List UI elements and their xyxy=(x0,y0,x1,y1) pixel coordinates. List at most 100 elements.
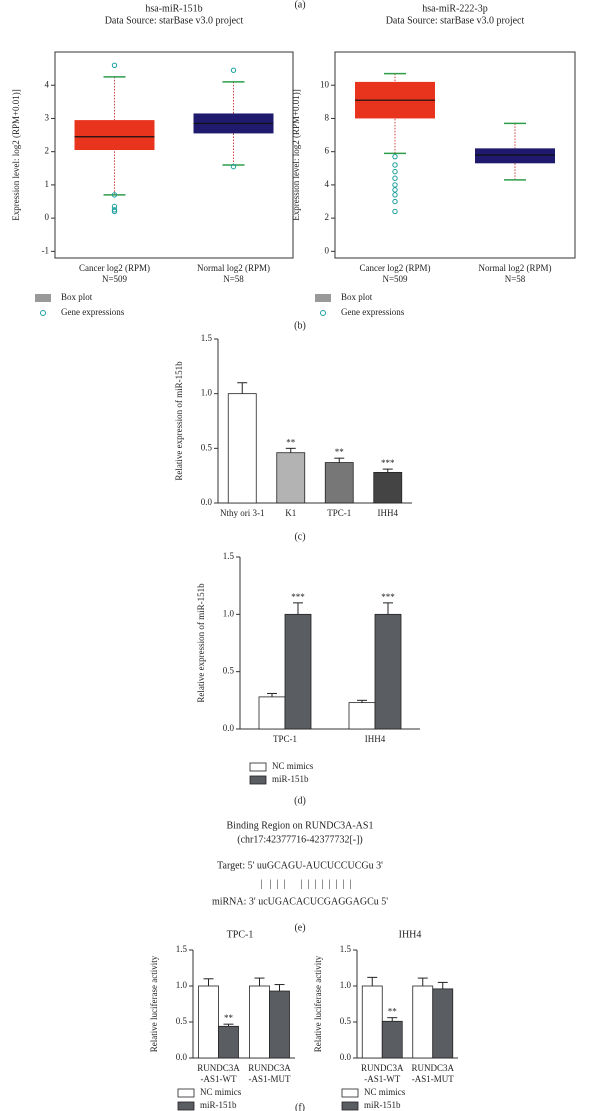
y-tick-label: 1.0 xyxy=(201,388,213,398)
chart-title: TPC-1 xyxy=(227,929,254,940)
legend-swatch xyxy=(341,1101,359,1111)
y-tick-label: 0.5 xyxy=(176,1016,188,1026)
caption: (b) xyxy=(294,320,306,331)
outlier xyxy=(392,175,398,181)
y-axis-label: Relative expression of miR-151b xyxy=(196,583,206,703)
y-axis-label: Relative expression of miR-151b xyxy=(174,361,184,481)
y-tick-label: -1 xyxy=(42,245,50,255)
x-tick-label: Normal log2 (RPM) xyxy=(479,263,552,273)
x-tick-label: RUNDC3A xyxy=(248,1063,291,1073)
significance: ** xyxy=(224,1013,234,1023)
legend-swatch xyxy=(315,294,331,302)
box xyxy=(475,148,555,164)
legend-label: NC mimics xyxy=(272,761,314,771)
y-tick-label: 3 xyxy=(45,113,50,123)
y-axis-label: Expression level: log2 (RPM+0.01)] xyxy=(11,89,21,221)
y-tick-label: 1.5 xyxy=(340,944,352,954)
y-tick-label: 2 xyxy=(45,146,50,156)
y-tick-label: 0 xyxy=(45,212,50,222)
x-tick-label: IHH4 xyxy=(378,508,399,518)
x-tick-label: N=58 xyxy=(223,274,244,284)
x-tick-label: Normal log2 (RPM) xyxy=(197,263,270,273)
y-axis-label: Relative luciferase activity xyxy=(149,955,159,1052)
x-tick-label: -AS1-WT xyxy=(201,1074,237,1084)
bar xyxy=(373,471,403,504)
x-tick-label: IHH4 xyxy=(365,734,386,744)
y-tick-label: 0.5 xyxy=(340,1016,352,1026)
legend-swatch xyxy=(249,775,267,785)
plot-frame xyxy=(54,51,294,259)
y-axis-label: Expression level: log2 (RPM+0.01)] xyxy=(291,89,301,221)
y-tick-label: 0.0 xyxy=(340,1052,352,1062)
y-tick-label: 2 xyxy=(325,212,330,222)
binding-mirna: miRNA: 3' ucUGACACUCGAGGAGCu 5' xyxy=(212,896,388,907)
binding-title: Binding Region on RUNDC3A-AS1 xyxy=(227,820,374,831)
y-axis-label: Relative luciferase activity xyxy=(313,955,323,1052)
x-tick-label: -AS1-MUT xyxy=(249,1074,292,1084)
bar xyxy=(249,985,270,1059)
legend-label: NC mimics xyxy=(364,1087,406,1097)
x-tick-label: RUNDC3A xyxy=(411,1063,454,1073)
legend-label: Box plot xyxy=(341,292,373,302)
legend-label: Gene expressions xyxy=(61,307,125,317)
bar xyxy=(324,462,354,504)
outlier xyxy=(392,198,398,205)
x-tick-label: RUNDC3A xyxy=(361,1063,404,1073)
outlier xyxy=(392,208,398,215)
y-tick-label: 1.0 xyxy=(176,980,188,990)
legend-label: miR-151b xyxy=(364,1100,401,1110)
bar xyxy=(432,988,454,1059)
x-tick-label: RUNDC3A xyxy=(197,1063,240,1073)
y-tick-label: 1.5 xyxy=(223,551,235,561)
bar xyxy=(361,985,383,1059)
caption: (e) xyxy=(294,922,305,933)
x-tick-label: Cancer log2 (RPM) xyxy=(360,263,431,273)
legend-label: miR-151b xyxy=(200,1100,237,1110)
chart-title: hsa-miR-151b xyxy=(145,3,202,14)
caption: (d) xyxy=(294,795,306,806)
legend-label: Gene expressions xyxy=(341,307,405,317)
outlier xyxy=(111,62,118,68)
y-tick-label: 0.5 xyxy=(201,442,213,452)
x-tick-label: Nthy ori 3-1 xyxy=(220,508,265,518)
legend-swatch xyxy=(35,294,51,302)
x-tick-label: Cancer log2 (RPM) xyxy=(79,263,150,273)
outlier xyxy=(111,208,118,215)
outlier xyxy=(111,207,118,213)
x-tick-label: N=509 xyxy=(382,274,408,284)
significance: *** xyxy=(291,592,305,602)
x-tick-label: TPC-1 xyxy=(273,734,297,744)
bar xyxy=(269,990,290,1059)
significance: ** xyxy=(388,1007,398,1017)
x-tick-label: N=509 xyxy=(102,274,128,284)
y-tick-label: 0 xyxy=(325,245,330,255)
binding-region: (chr17:42377716-42377732[-]) xyxy=(237,834,363,845)
legend-swatch xyxy=(341,1088,359,1098)
y-tick-label: 4 xyxy=(45,79,50,89)
bar xyxy=(276,452,306,504)
outlier xyxy=(392,187,398,193)
outlier xyxy=(392,162,398,168)
legend-label: miR-151b xyxy=(272,774,309,784)
bar xyxy=(381,1020,403,1059)
significance: ** xyxy=(286,437,296,447)
bar xyxy=(412,985,434,1059)
outlier xyxy=(111,203,118,210)
legend-swatch xyxy=(40,310,46,316)
legend-swatch xyxy=(177,1088,195,1098)
binding-pairs: | | | | | | | | | | | | xyxy=(260,878,352,889)
y-tick-label: 1.0 xyxy=(340,980,352,990)
y-tick-label: 1 xyxy=(45,179,50,189)
y-tick-label: 1.5 xyxy=(201,333,213,343)
x-tick-label: K1 xyxy=(285,508,296,518)
y-tick-label: 6 xyxy=(325,146,330,156)
bar xyxy=(218,1025,239,1059)
chart-title: IHH4 xyxy=(399,929,422,940)
caption: (a) xyxy=(294,0,305,10)
chart-subtitle: Data Source: starBase v3.0 project xyxy=(386,15,525,26)
outlier xyxy=(392,153,398,160)
y-tick-label: 8 xyxy=(325,113,330,123)
bar xyxy=(198,985,219,1059)
plot-frame xyxy=(334,51,576,259)
bar xyxy=(227,393,257,504)
